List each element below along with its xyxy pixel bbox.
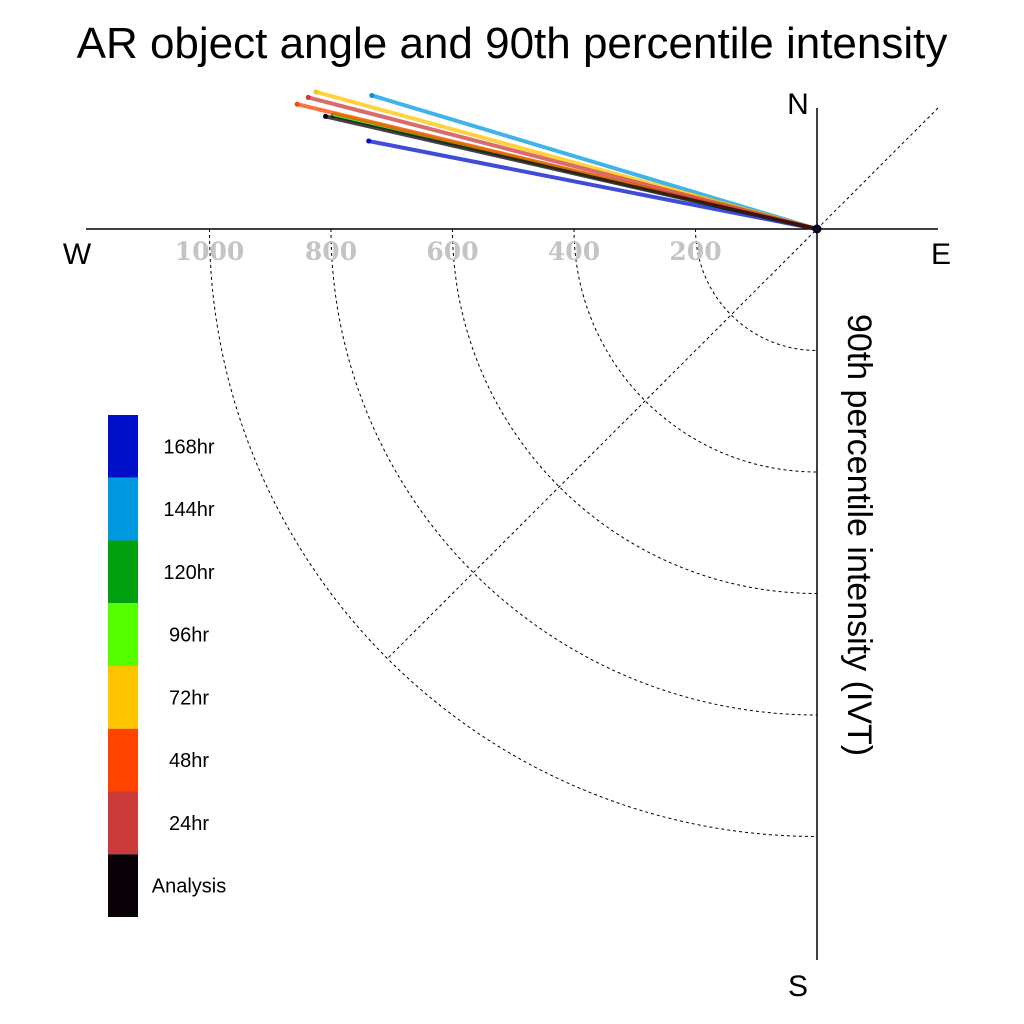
legend-label: 96hr [169,625,209,647]
series-endpoint-analysis [323,113,329,119]
radial-tick-label: 200 [669,237,721,266]
compass-west: W [63,238,92,271]
legend-swatch [108,728,138,792]
legend-label: 24hr [169,813,209,835]
legend-label: 72hr [169,687,209,709]
legend-swatch [108,666,138,729]
grid [209,107,939,837]
series-lines [294,89,822,234]
legend-swatch [108,603,138,666]
grid-arc-600 [452,228,818,594]
compass-east: E [931,238,951,271]
radial-tick-label: 600 [426,237,478,266]
legend-label: Analysis [152,876,226,898]
radial-tick-labels: 200 400 600 800 1000 [175,237,722,266]
compass-north: N [787,88,809,121]
series-endpoint-48hr [294,101,300,107]
legend-swatch [108,791,138,855]
chart-title: AR object angle and 90th percentile inte… [77,19,948,68]
legend-swatch [108,854,138,917]
grid-arc-200 [695,228,818,351]
legend-label: 120hr [163,562,214,584]
grid-arc-400 [573,228,818,473]
series-line-168hr [366,139,819,231]
series-endpoint-168hr [366,138,372,144]
grid-arc-800 [330,228,818,716]
series-line-analysis [323,114,819,231]
legend-label: 168hr [163,436,214,458]
radial-tick-label: 400 [548,237,600,266]
legend-label: 144hr [163,499,214,521]
grid-diagonal [387,107,939,659]
legend-label: 48hr [169,750,209,772]
radial-tick-label: 800 [305,237,357,266]
legend: 168hr 144hr 120hr 96hr 72hr 48hr 24hr Analysis [108,415,226,917]
series-line-24hr [306,95,819,231]
legend-swatch [108,540,138,604]
legend-swatch [108,477,138,541]
grid-arc-1000 [209,228,818,837]
series-endpoint-24hr [305,94,311,100]
radial-axis-label: 90th percentile intensity (IVT) [840,314,878,756]
radial-tick-label: 1000 [175,237,245,266]
series-endpoint-144hr [369,92,375,98]
legend-swatch [108,415,138,478]
compass-south: S [788,970,808,1003]
origin-point [812,224,822,234]
series-endpoint-72hr [313,89,319,95]
